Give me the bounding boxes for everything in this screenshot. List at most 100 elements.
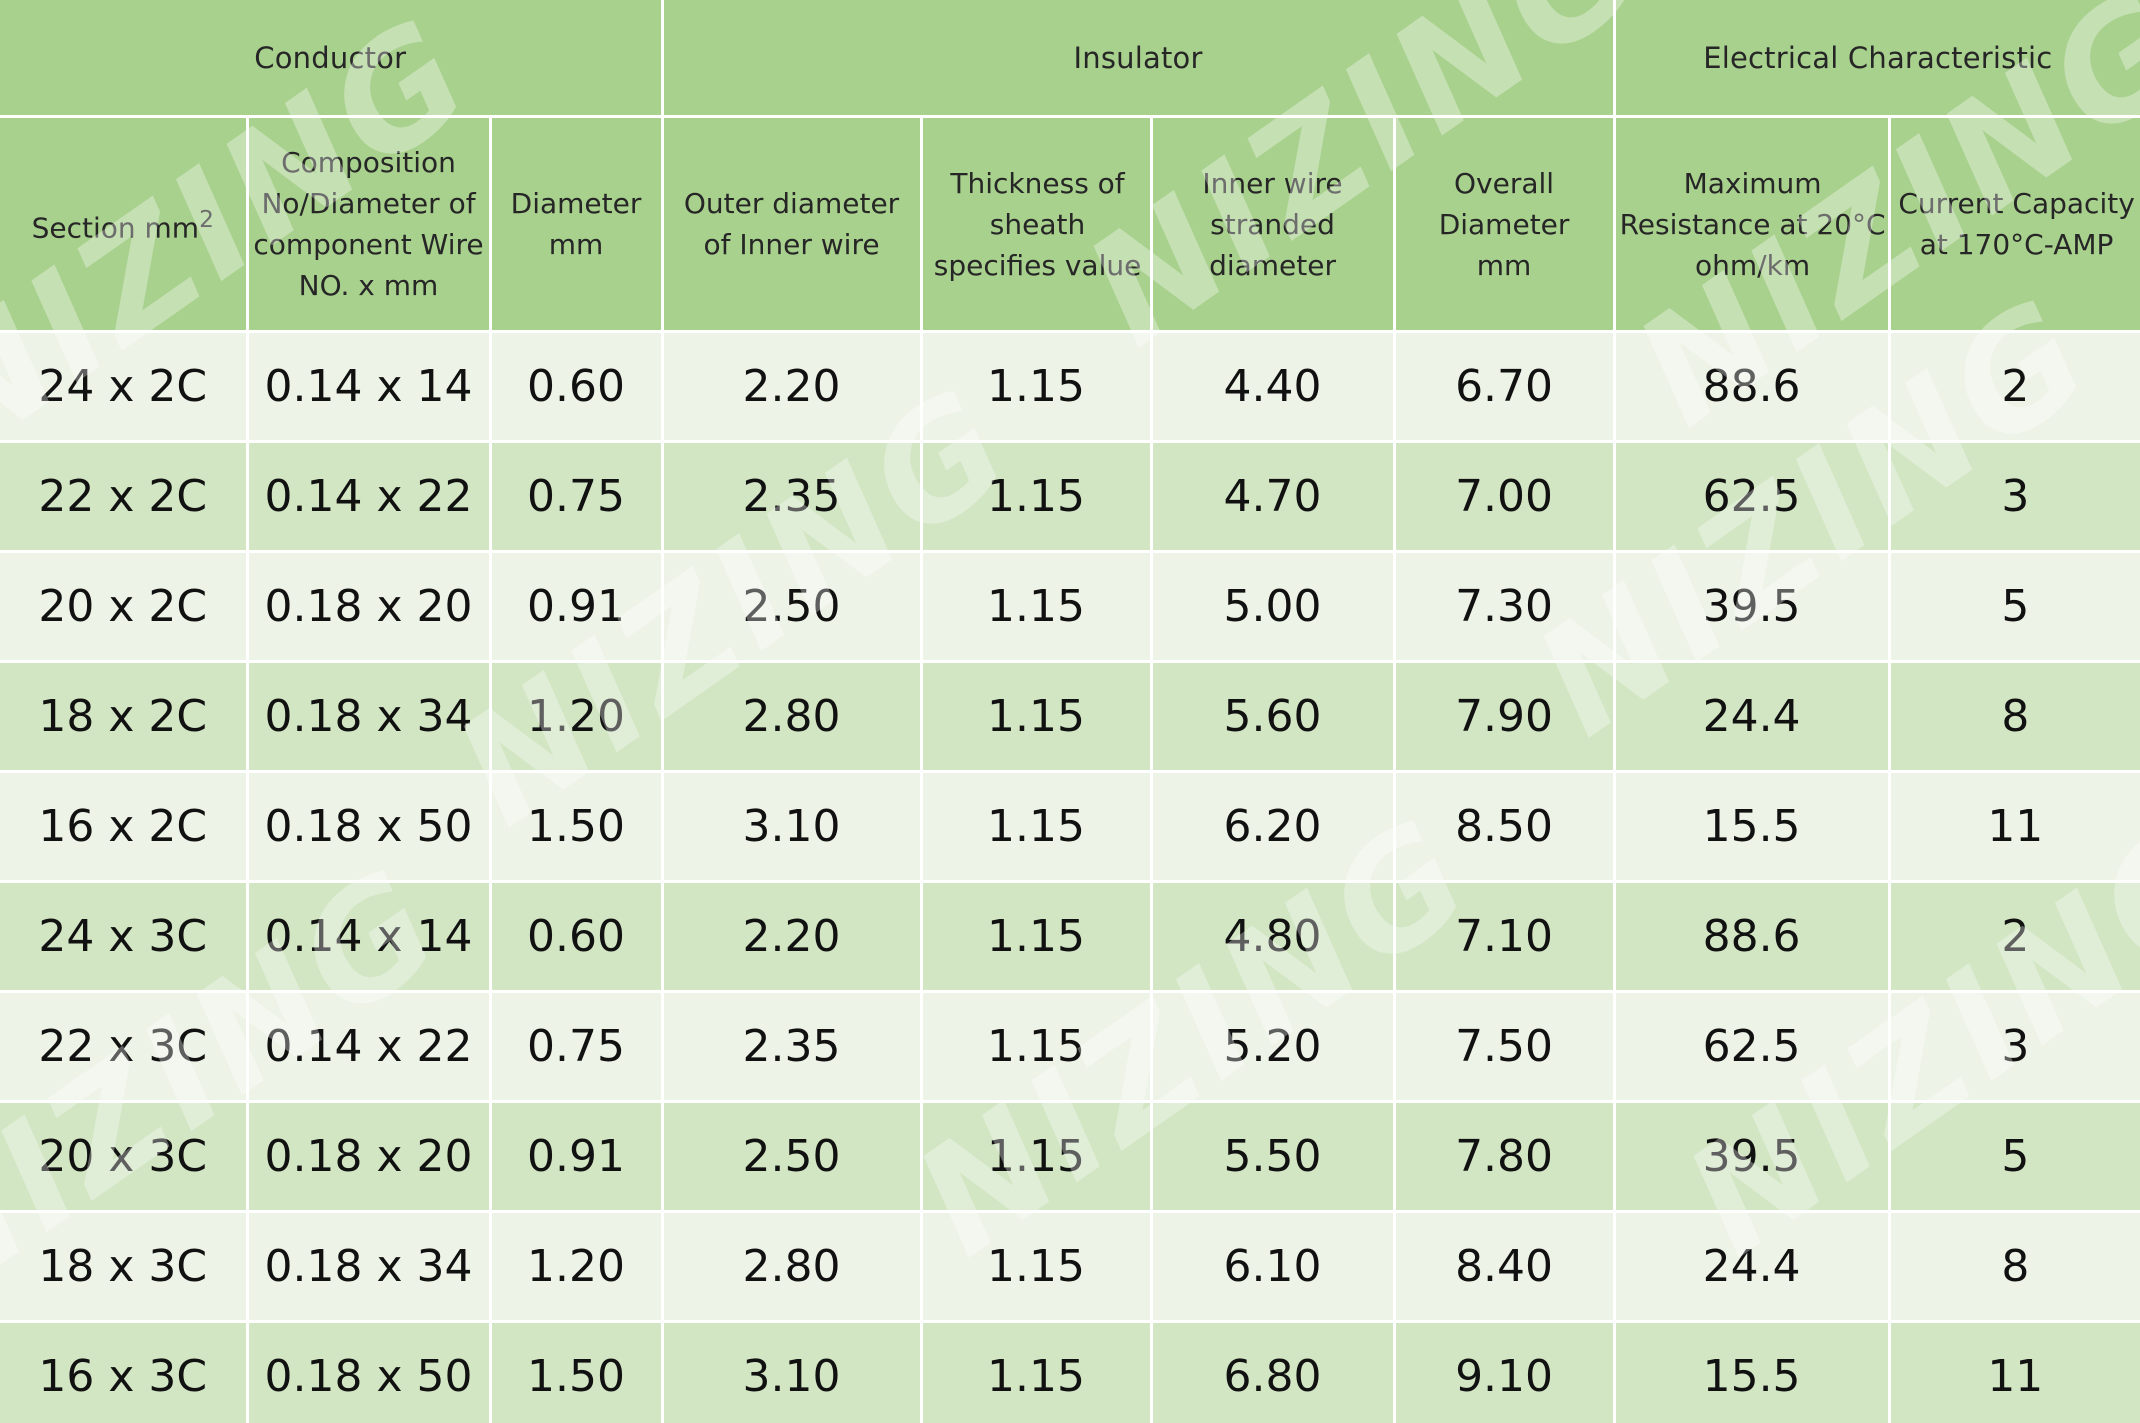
- cell-section: 22 x 3C: [0, 991, 249, 1103]
- table-row: 16 x 3C 0.18 x 50 1.50 3.10 1.15 6.80 9.10 15.5…: [0, 1321, 2140, 1423]
- cell-section: 16 x 3C: [0, 1321, 249, 1423]
- cell-outer-diameter: 3.10: [662, 771, 923, 883]
- cell-diameter: 0.91: [490, 551, 664, 663]
- cell-max-resistance: 39.5: [1614, 1101, 1891, 1213]
- table-body: 24 x 2C 0.14 x 14 0.60 2.20 1.15 4.40 6.70 88.6…: [0, 331, 2140, 1423]
- cell-overall-diameter: 7.50: [1394, 991, 1616, 1103]
- cell-composition: 0.18 x 34: [247, 1211, 492, 1323]
- column-header-section-label: Section mm2: [32, 199, 214, 248]
- cell-diameter: 1.20: [490, 1211, 664, 1323]
- column-header-outer-diameter: Outer diameter of Inner wire: [662, 116, 923, 333]
- column-header-diameter-label: Diameter mm: [510, 187, 642, 261]
- cell-diameter: 0.60: [490, 331, 664, 443]
- cell-stranded-diameter: 5.00: [1151, 551, 1396, 663]
- cell-sheath-thickness: 1.15: [921, 1211, 1153, 1323]
- cell-diameter: 1.50: [490, 771, 664, 883]
- cell-overall-diameter: 7.80: [1394, 1101, 1616, 1213]
- cell-max-resistance: 88.6: [1614, 881, 1891, 993]
- cell-outer-diameter: 2.80: [662, 1211, 923, 1323]
- cell-overall-diameter: 8.40: [1394, 1211, 1616, 1323]
- cell-section: 24 x 3C: [0, 881, 249, 993]
- cell-max-resistance: 39.5: [1614, 551, 1891, 663]
- cell-max-resistance: 62.5: [1614, 991, 1891, 1103]
- group-header-electrical: Electrical Characteristic: [1614, 0, 2140, 118]
- cell-max-resistance: 15.5: [1614, 1321, 1891, 1423]
- column-header-current-capacity: Current Capacity at 170°C-AMP: [1889, 116, 2140, 333]
- cell-overall-diameter: 7.30: [1394, 551, 1616, 663]
- cell-sheath-thickness: 1.15: [921, 441, 1153, 553]
- cell-outer-diameter: 2.35: [662, 991, 923, 1103]
- cell-composition: 0.14 x 14: [247, 881, 492, 993]
- section-unit-text: Section mm: [31, 211, 200, 245]
- cell-sheath-thickness: 1.15: [921, 551, 1153, 663]
- cell-max-resistance: 88.6: [1614, 331, 1891, 443]
- column-header-composition: Composition No/Diameter of component Wir…: [247, 116, 492, 333]
- cell-max-resistance: 24.4: [1614, 661, 1891, 773]
- column-header-stranded-diameter-label: Inner wire stranded diameter: [1202, 166, 1343, 282]
- cell-outer-diameter: 2.80: [662, 661, 923, 773]
- cell-outer-diameter: 3.10: [662, 1321, 923, 1423]
- cell-sheath-thickness: 1.15: [921, 881, 1153, 993]
- column-header-stranded-diameter: Inner wire stranded diameter: [1151, 116, 1396, 333]
- column-header-row: Section mm2 Composition No/Diameter of c…: [0, 116, 2140, 333]
- cell-section: 18 x 2C: [0, 661, 249, 773]
- cell-composition: 0.18 x 50: [247, 771, 492, 883]
- cell-overall-diameter: 7.90: [1394, 661, 1616, 773]
- cell-section: 20 x 3C: [0, 1101, 249, 1213]
- cell-outer-diameter: 2.50: [662, 551, 923, 663]
- cell-sheath-thickness: 1.15: [921, 1101, 1153, 1213]
- cell-stranded-diameter: 5.20: [1151, 991, 1396, 1103]
- cell-max-resistance: 24.4: [1614, 1211, 1891, 1323]
- cell-overall-diameter: 8.50: [1394, 771, 1616, 883]
- cell-stranded-diameter: 5.50: [1151, 1101, 1396, 1213]
- cell-sheath-thickness: 1.15: [921, 1321, 1153, 1423]
- cell-diameter: 0.75: [490, 991, 664, 1103]
- column-header-current-capacity-label: Current Capacity at 170°C-AMP: [1898, 187, 2135, 261]
- cell-stranded-diameter: 4.40: [1151, 331, 1396, 443]
- cell-stranded-diameter: 6.20: [1151, 771, 1396, 883]
- cell-diameter: 0.75: [490, 441, 664, 553]
- cell-overall-diameter: 7.10: [1394, 881, 1616, 993]
- table-row: 24 x 2C 0.14 x 14 0.60 2.20 1.15 4.40 6.70 88.6…: [0, 331, 2140, 443]
- table-row: 22 x 2C 0.14 x 22 0.75 2.35 1.15 4.70 7.00 62.5…: [0, 441, 2140, 553]
- column-header-max-resistance-label: Maximum Resistance at 20°C ohm/km: [1619, 166, 1886, 282]
- cell-sheath-thickness: 1.15: [921, 331, 1153, 443]
- column-header-overall-diameter-label: Overall Diameter mm: [1438, 166, 1570, 282]
- cell-outer-diameter: 2.35: [662, 441, 923, 553]
- cell-composition: 0.18 x 20: [247, 1101, 492, 1213]
- column-header-composition-label: Composition No/Diameter of component Wir…: [253, 146, 484, 302]
- column-header-section: Section mm2: [0, 116, 249, 333]
- cell-current-capacity: 2: [1889, 881, 2140, 993]
- cell-section: 18 x 3C: [0, 1211, 249, 1323]
- cell-diameter: 1.20: [490, 661, 664, 773]
- cell-composition: 0.18 x 34: [247, 661, 492, 773]
- group-header-insulator: Insulator: [662, 0, 1616, 118]
- table-row: 16 x 2C 0.18 x 50 1.50 3.10 1.15 6.20 8.50 15.5…: [0, 771, 2140, 883]
- cell-sheath-thickness: 1.15: [921, 771, 1153, 883]
- cell-composition: 0.14 x 22: [247, 991, 492, 1103]
- cell-current-capacity: 5: [1889, 1101, 2140, 1213]
- cell-current-capacity: 8: [1889, 661, 2140, 773]
- cell-section: 16 x 2C: [0, 771, 249, 883]
- group-header-conductor: Conductor: [0, 0, 664, 118]
- column-header-outer-diameter-label: Outer diameter of Inner wire: [683, 187, 900, 261]
- cell-composition: 0.14 x 22: [247, 441, 492, 553]
- table-row: 22 x 3C 0.14 x 22 0.75 2.35 1.15 5.20 7.50 62.5…: [0, 991, 2140, 1103]
- cell-diameter: 1.50: [490, 1321, 664, 1423]
- cell-composition: 0.18 x 20: [247, 551, 492, 663]
- cell-sheath-thickness: 1.15: [921, 991, 1153, 1103]
- cell-current-capacity: 11: [1889, 771, 2140, 883]
- table-row: 20 x 3C 0.18 x 20 0.91 2.50 1.15 5.50 7.80 39.5…: [0, 1101, 2140, 1213]
- cell-overall-diameter: 7.00: [1394, 441, 1616, 553]
- cell-stranded-diameter: 4.70: [1151, 441, 1396, 553]
- cell-max-resistance: 62.5: [1614, 441, 1891, 553]
- table-row: 18 x 2C 0.18 x 34 1.20 2.80 1.15 5.60 7.90 24.4…: [0, 661, 2140, 773]
- cell-outer-diameter: 2.20: [662, 881, 923, 993]
- table-row: 20 x 2C 0.18 x 20 0.91 2.50 1.15 5.00 7.30 39.5…: [0, 551, 2140, 663]
- cell-max-resistance: 15.5: [1614, 771, 1891, 883]
- table-row: 24 x 3C 0.14 x 14 0.60 2.20 1.15 4.80 7.10 88.6…: [0, 881, 2140, 993]
- column-header-sheath-thickness-label: Thickness of sheath specifies value: [933, 166, 1142, 282]
- cell-section: 22 x 2C: [0, 441, 249, 553]
